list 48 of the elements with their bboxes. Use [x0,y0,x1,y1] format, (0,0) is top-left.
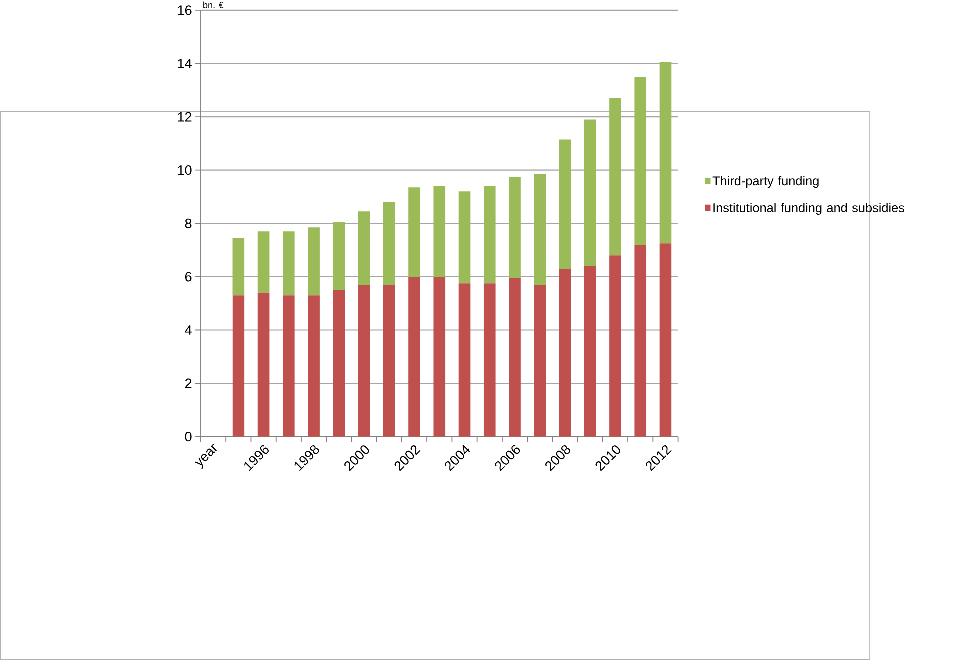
bar [308,296,320,437]
y-tick-label: 16 [178,6,192,16]
bar [458,192,471,284]
bar [333,290,346,437]
y-tick-label: 6 [185,272,192,282]
bar [333,222,346,290]
bar [610,256,622,437]
y-tick-label: 10 [178,166,192,176]
bar [534,285,546,437]
bar [283,232,295,296]
y-axis-title: bn. € [204,2,224,9]
bar [232,296,245,437]
bar [610,98,622,256]
bar [434,186,446,278]
bar [383,202,396,286]
bar [634,245,647,437]
bar [484,284,496,437]
bar [534,174,546,286]
y-tick-label: 14 [178,59,192,69]
bar [358,285,370,437]
legend-label: Third-party funding [712,176,819,188]
y-tick-label: 2 [185,378,192,388]
bar [584,120,596,266]
y-tick-label: 0 [185,432,192,442]
bar [383,285,396,437]
bar [358,212,370,286]
bar [660,244,672,437]
bar [484,186,496,284]
legend-label: Institutional funding and subsidies [714,203,904,216]
bar [408,188,420,278]
bar [634,77,647,246]
bar [408,277,420,437]
bar [308,228,320,296]
y-tick-label: 4 [185,326,192,336]
bar [559,269,572,437]
bar [258,232,270,294]
bar [660,62,672,244]
bar [283,296,295,437]
y-tick-label: 12 [178,112,192,122]
bar [584,266,596,437]
y-tick-label: 8 [185,218,192,229]
bar [434,277,446,437]
bar [559,140,572,270]
bar [232,238,245,296]
bar [509,278,521,437]
bar [258,293,270,437]
bar [509,177,521,278]
bar [458,284,471,437]
